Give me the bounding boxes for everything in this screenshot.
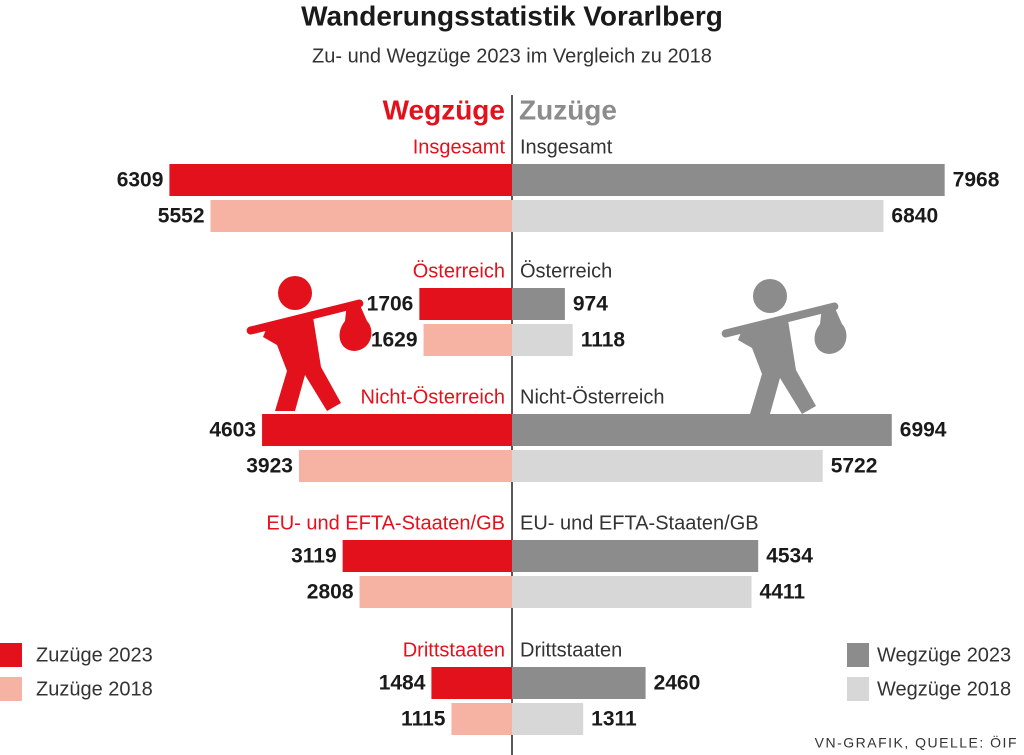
value-label: 2460 [654, 672, 701, 695]
bar [359, 576, 512, 608]
category-label: Drittstaaten [403, 639, 505, 661]
value-label: 6309 [117, 169, 164, 192]
value-label: 1706 [367, 293, 414, 316]
bar [169, 164, 512, 196]
value-label: 1629 [371, 329, 418, 352]
category-label: Insgesamt [520, 136, 613, 158]
left-header: Wegzüge [383, 94, 505, 125]
bar [512, 576, 752, 608]
bar [423, 324, 512, 356]
legend-swatch [0, 643, 22, 667]
bar [419, 288, 512, 320]
value-label: 2808 [307, 581, 354, 604]
bar [431, 667, 512, 699]
category-label: EU- und EFTA-Staaten/GB [266, 512, 505, 534]
bar [512, 667, 646, 699]
bar [512, 703, 584, 735]
category-label: Österreich [413, 260, 505, 282]
bar [512, 540, 759, 572]
bar [512, 450, 823, 482]
category-label: Drittstaaten [520, 639, 622, 661]
value-label: 4411 [760, 581, 806, 604]
legend-swatch [847, 677, 869, 701]
bar [451, 703, 512, 735]
value-label: 1484 [379, 672, 426, 695]
value-label: 4534 [766, 545, 813, 568]
bar [298, 450, 512, 482]
bar [210, 200, 512, 232]
value-label: 4603 [209, 419, 256, 442]
category-label: Österreich [520, 260, 612, 282]
legend-swatch [0, 677, 22, 701]
source: VN-GRAFIK, QUELLE: ÖIF [815, 734, 1018, 751]
right-header: Zuzüge [519, 94, 617, 125]
icon [245, 276, 372, 411]
value-label: 1118 [581, 329, 626, 352]
value-label: 3923 [246, 455, 293, 478]
category-label: Insgesamt [413, 136, 506, 158]
value-label: 3119 [291, 545, 337, 568]
legend-swatch [847, 643, 869, 667]
category-label: EU- und EFTA-Staaten/GB [520, 512, 759, 534]
value-label: 974 [573, 293, 608, 316]
legend-label: Zuzüge 2018 [36, 678, 153, 700]
legend-label: Zuzüge 2023 [36, 644, 153, 666]
legend-label: Wegzüge 2018 [877, 678, 1011, 700]
value-label: 6840 [891, 205, 938, 228]
value-label: 5552 [158, 205, 205, 228]
bar [512, 324, 573, 356]
bar [342, 540, 512, 572]
bar [512, 164, 945, 196]
value-label: 1115 [401, 708, 446, 731]
chart-subtitle: Zu- und Wegzüge 2023 im Vergleich zu 201… [312, 45, 712, 67]
bar [512, 414, 892, 446]
category-label: Nicht-Österreich [520, 386, 664, 408]
value-label: 1311 [591, 708, 637, 731]
chart-title: Wanderungsstatistik Vorarlberg [301, 0, 723, 31]
bar [512, 288, 565, 320]
value-label: 5722 [831, 455, 878, 478]
bar [512, 200, 884, 232]
icon [720, 279, 847, 414]
category-label: Nicht-Österreich [361, 386, 505, 408]
legend-label: Wegzüge 2023 [877, 644, 1011, 666]
bar [262, 414, 512, 446]
value-label: 7968 [953, 169, 1000, 192]
value-label: 6994 [900, 419, 947, 442]
